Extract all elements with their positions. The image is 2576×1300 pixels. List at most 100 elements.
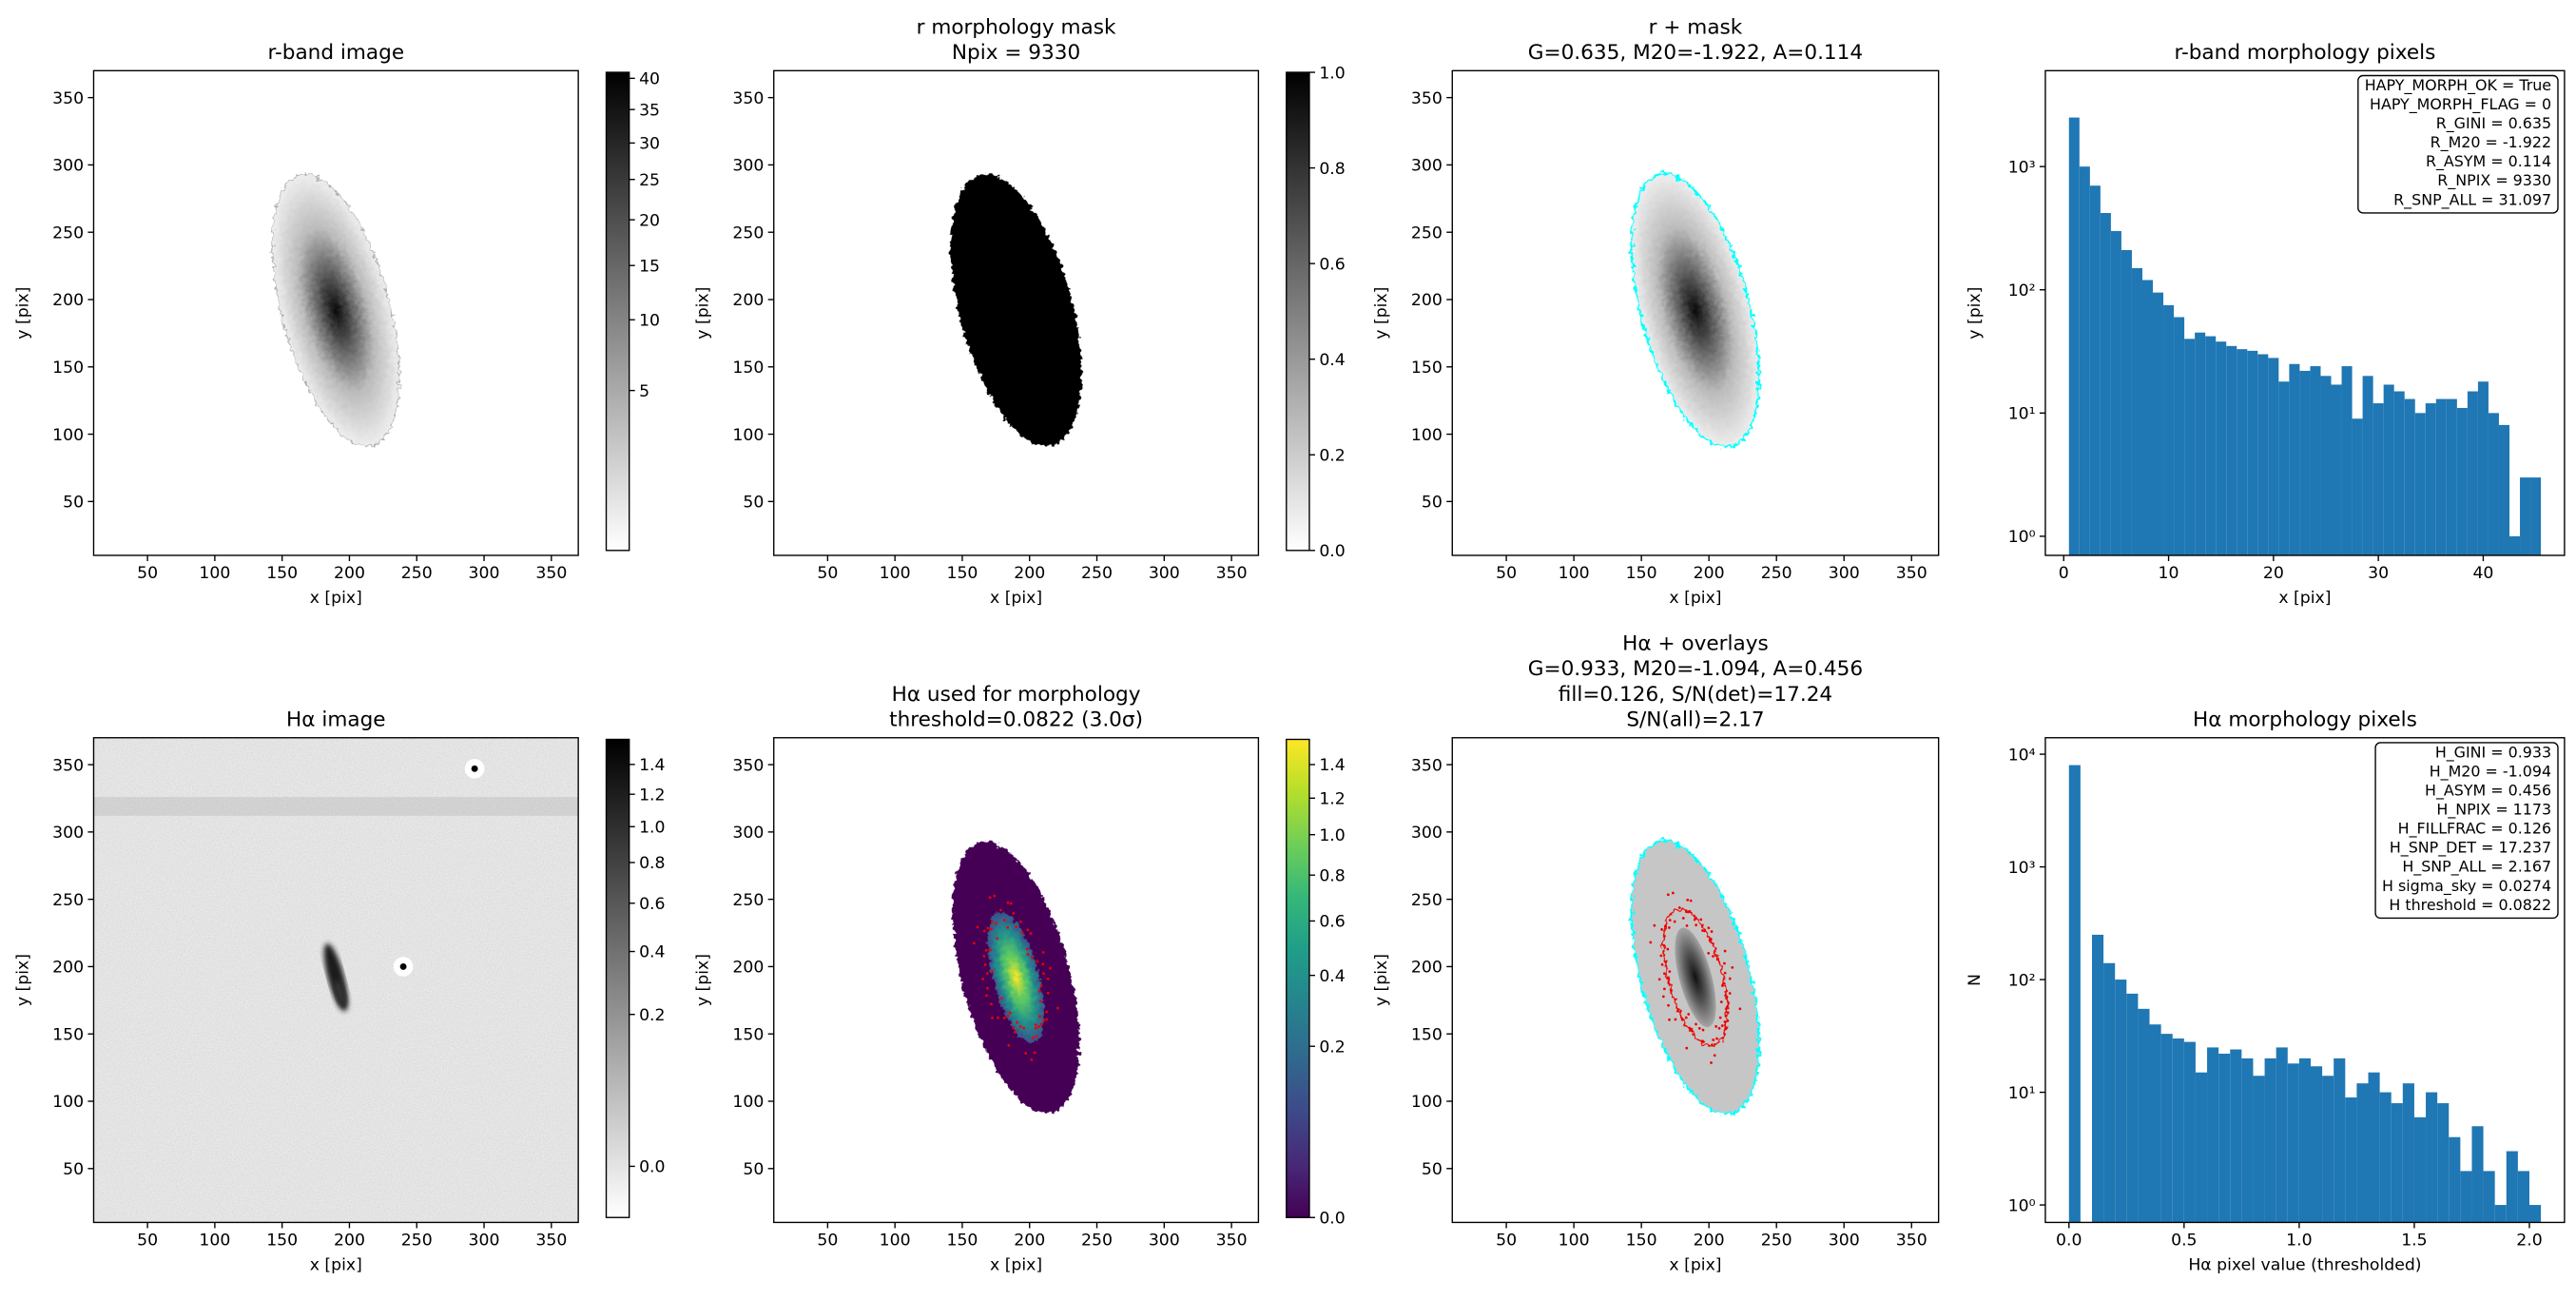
x-tick-label: 250 (1081, 1232, 1113, 1251)
bar (2393, 391, 2405, 555)
y-tick-label: 10⁴ (2008, 746, 2036, 765)
plot-area (1630, 840, 1760, 1116)
y-tick-label: 100 (52, 426, 84, 445)
chart-title: Npix = 9330 (952, 41, 1080, 65)
overlay-dot (1668, 926, 1671, 929)
x-tick-label: 100 (880, 564, 911, 583)
bar (2449, 1136, 2461, 1223)
annotation-line: H_M20 = -1.094 (2430, 763, 2551, 782)
bar (2362, 376, 2373, 555)
overlay-dot (1006, 901, 1010, 904)
y-tick-label: 100 (1411, 1093, 1443, 1112)
overlay-dot (1018, 920, 1022, 923)
y-tick-label: 350 (1411, 89, 1443, 108)
source-core (471, 765, 478, 772)
y-tick-label: 300 (52, 157, 84, 176)
panel: 0 10 20 30 40 10⁰ 10¹ 10² 10³ x [pix] y [pix] r-ban… (1966, 41, 2566, 608)
x-axis-label: x [pix] (310, 589, 362, 608)
bar (2091, 934, 2104, 1223)
bar (2460, 1171, 2472, 1223)
overlay-dot (1653, 923, 1656, 927)
x-tick-label: 350 (535, 1232, 567, 1251)
overlay-dot (1037, 1015, 1041, 1019)
colorbar-tick-label: 0.2 (639, 1006, 665, 1025)
overlay-dot (1662, 987, 1666, 991)
axes-frame (773, 737, 1260, 1224)
overlay-dot (1045, 1018, 1048, 1021)
bar (2138, 1008, 2150, 1223)
x-tick-label: 350 (535, 564, 567, 583)
bar (2241, 1057, 2254, 1223)
x-axis-label: x [pix] (990, 1256, 1042, 1275)
annotation-line: H_SNP_DET = 17.237 (2390, 839, 2551, 858)
annotation-line: H_FILLFRAC = 0.126 (2398, 820, 2551, 839)
chart-title: threshold=0.0822 (3.0σ) (889, 708, 1143, 732)
y-tick-label: 200 (52, 959, 84, 978)
overlay-dot (1042, 1019, 1046, 1022)
overlay-dot (1728, 992, 1732, 995)
bar (2268, 358, 2279, 555)
overlay-dot (988, 896, 992, 900)
y-tick-label: 50 (743, 1160, 764, 1179)
x-tick-label: 1.5 (2401, 1232, 2427, 1251)
plot-area (272, 173, 400, 447)
x-tick-label: 2.0 (2516, 1232, 2542, 1251)
y-tick-label: 250 (732, 891, 764, 910)
x-tick-label: 150 (946, 564, 978, 583)
x-tick-label: 0.0 (2056, 1232, 2082, 1251)
source-core (399, 962, 407, 970)
x-tick-label: 200 (1014, 1232, 1045, 1251)
overlay-dot (973, 941, 976, 945)
galaxy (1630, 172, 1760, 448)
bar (2121, 249, 2132, 555)
bar (2160, 1034, 2173, 1223)
ha-emission (334, 980, 347, 1006)
annotation-line: R_ASYM = 0.114 (2426, 152, 2551, 171)
colorbar-tick-label: 40 (639, 70, 660, 89)
bar (2517, 1171, 2529, 1223)
y-tick-label: 150 (52, 359, 84, 378)
bar (2402, 1083, 2414, 1223)
bar (2320, 376, 2332, 555)
y-tick-label: 10⁰ (2008, 1196, 2036, 1215)
overlay-dot (1684, 1016, 1688, 1019)
x-axis-label: x [pix] (990, 589, 1042, 608)
stripe (93, 797, 579, 816)
bar (2331, 384, 2342, 555)
overlay-dot (1707, 951, 1711, 955)
axes-frame (1451, 69, 1940, 556)
overlay-dot (1714, 1024, 1718, 1028)
bar (2509, 535, 2521, 555)
y-tick-label: 250 (1411, 891, 1443, 910)
overlay-dot (1025, 947, 1029, 951)
plot-area (2068, 765, 2542, 1223)
colorbar-tick-label: 0.4 (1319, 351, 1345, 370)
x-tick-label: 200 (1694, 1232, 1725, 1251)
x-tick-label: 300 (1829, 564, 1860, 583)
plot-area (93, 737, 579, 1223)
bar (2413, 1116, 2427, 1223)
bar (2287, 1063, 2299, 1223)
colorbar-tick-label: 0.6 (1319, 913, 1345, 932)
x-tick-label: 150 (266, 564, 298, 583)
bar (2373, 403, 2384, 555)
overlay-dot (1034, 1026, 1037, 1030)
overlay-dot (1719, 1000, 1723, 1003)
mask (950, 174, 1082, 447)
x-tick-label: 100 (199, 564, 230, 583)
x-tick-label: 150 (1626, 1232, 1657, 1251)
annotation-line: H_SNP_ALL = 2.167 (2402, 858, 2551, 877)
overlay-dot (1046, 991, 1050, 995)
annotation-line: R_M20 = -1.922 (2431, 133, 2551, 152)
galaxy (1630, 840, 1760, 1116)
y-axis-label: N (1966, 974, 1985, 986)
y-tick-label: 50 (63, 494, 84, 513)
x-tick-label: 350 (1216, 1232, 1248, 1251)
y-tick-label: 10¹ (2008, 405, 2036, 424)
overlay-dot (990, 1002, 993, 1006)
overlay-dot (1726, 1019, 1730, 1022)
y-tick-label: 100 (732, 426, 764, 445)
colorbar-tick-label: 1.0 (1319, 64, 1345, 83)
bar (2207, 1047, 2219, 1223)
